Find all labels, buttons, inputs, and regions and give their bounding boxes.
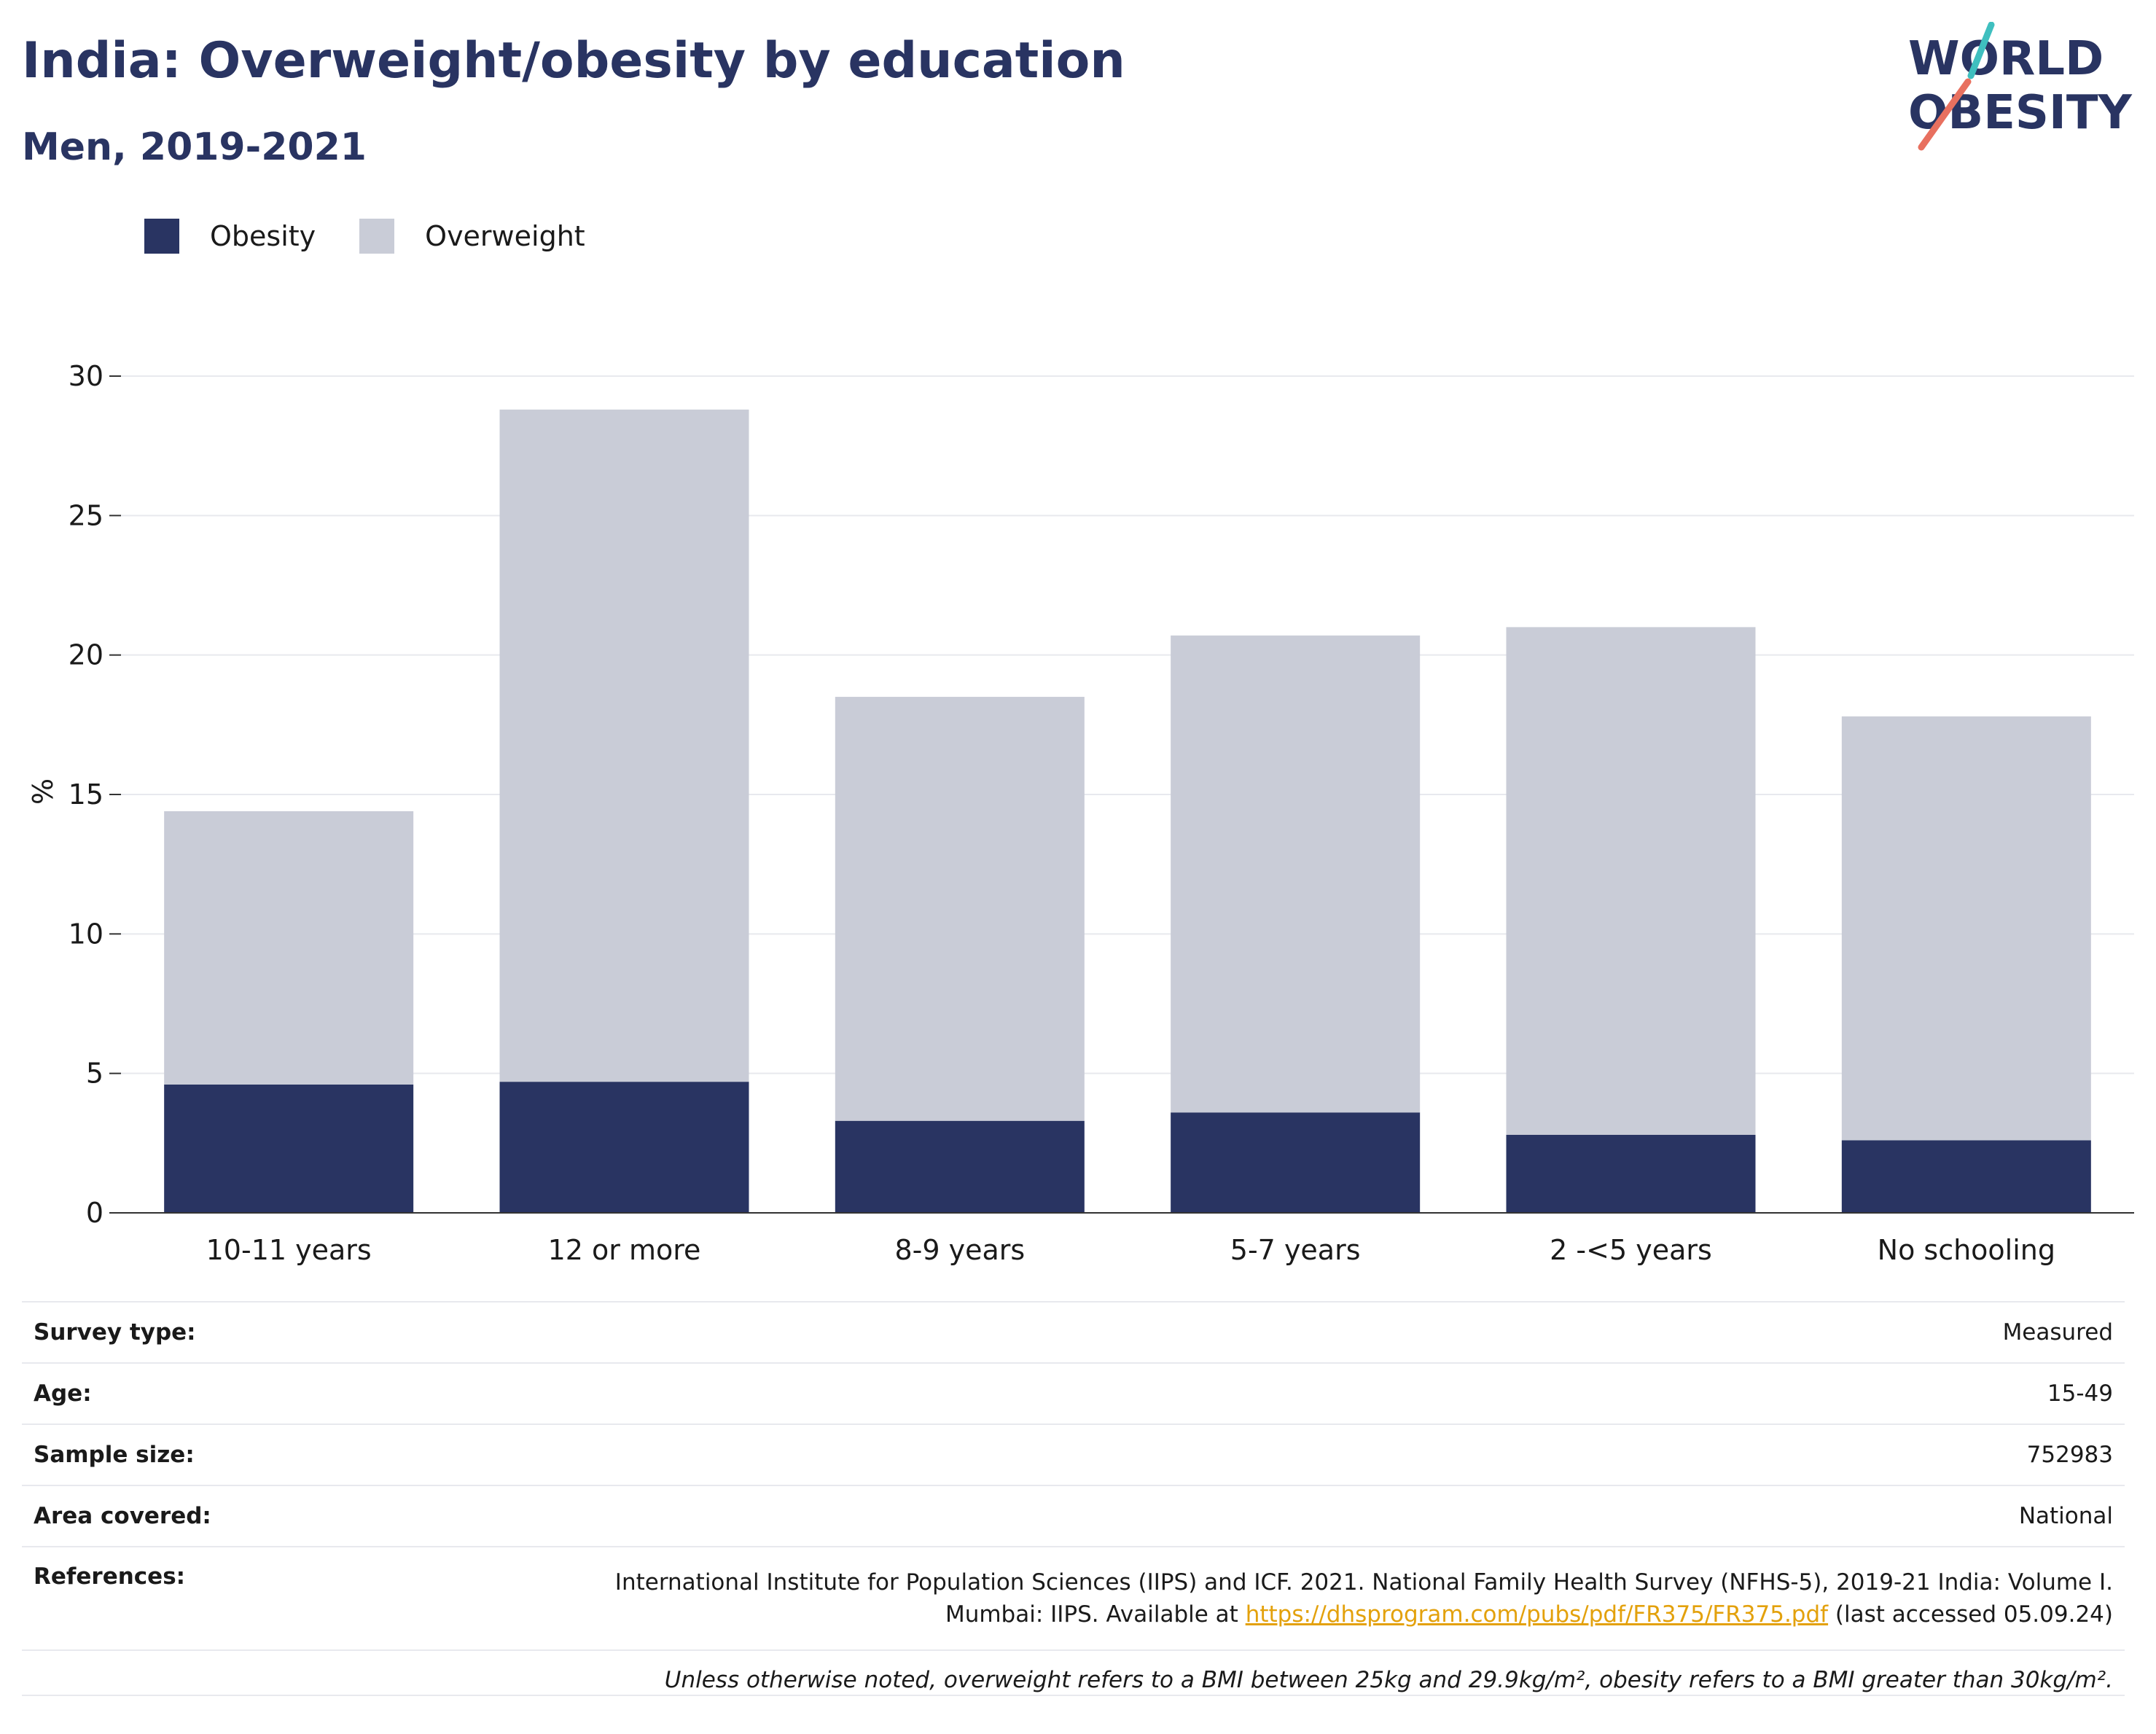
info-row-age: Age: 15-49 — [22, 1363, 2125, 1424]
bar-obesity — [499, 1082, 749, 1213]
y-tick-label: 15 — [69, 778, 103, 811]
stacked-bar-chart: % 0 5 10 15 20 25 30 10-11 years 12 or more 8-9 y… — [27, 360, 2134, 1266]
bar-overweight — [1506, 627, 1756, 1135]
logo-slash-teal — [1967, 22, 1995, 79]
info-table-bottom-rule — [22, 1695, 2125, 1696]
info-value: National — [2018, 1503, 2113, 1529]
info-label: Sample size: — [34, 1442, 195, 1468]
legend-item-overweight[interactable]: Overweight — [359, 219, 585, 254]
survey-info-table: Survey type: Measured Age: 15-49 Sample … — [22, 1301, 2125, 1709]
references-line-1: International Institute for Population S… — [614, 1569, 2113, 1596]
y-tick-label: 5 — [86, 1058, 103, 1090]
logo-slash-coral — [1918, 78, 1972, 151]
info-label: Survey type: — [34, 1319, 196, 1346]
bar-obesity — [1506, 1134, 1756, 1213]
y-tick-label: 0 — [86, 1197, 103, 1229]
references-text: International Institute for Population S… — [337, 1547, 2125, 1650]
y-tick-label: 10 — [69, 918, 103, 950]
info-value: 15-49 — [2047, 1380, 2113, 1407]
bar-obesity — [164, 1084, 414, 1213]
info-row-survey-type: Survey type: Measured — [22, 1302, 2125, 1363]
references-line-2-prefix: Mumbai: IIPS. Available at — [945, 1601, 1246, 1628]
y-tick-label: 20 — [69, 639, 103, 671]
chart-title: India: Overweight/obesity by education — [22, 32, 1125, 90]
x-tick-label: 5-7 years — [1230, 1234, 1361, 1266]
x-tick-label: 8-9 years — [894, 1234, 1025, 1266]
info-label: Area covered: — [34, 1503, 211, 1529]
world-obesity-logo: WORLD OBESITY — [1908, 22, 2132, 151]
chart-subtitle: Men, 2019-2021 — [22, 125, 367, 169]
definition-note: Unless otherwise noted, overweight refer… — [664, 1667, 2113, 1693]
bar-overweight — [1171, 635, 1421, 1113]
x-tick-label: 12 or more — [548, 1234, 701, 1266]
logo-text-world: WORLD — [1908, 32, 2104, 86]
bar-obesity — [1841, 1140, 2091, 1213]
y-tick-label: 30 — [69, 360, 103, 392]
bar-overweight — [164, 811, 414, 1085]
legend-item-obesity[interactable]: Obesity — [144, 219, 316, 254]
x-tick-label: 10-11 years — [206, 1234, 372, 1266]
y-tick-label: 25 — [69, 499, 103, 531]
references-link[interactable]: https://dhsprogram.com/pubs/pdf/FR375/FR… — [1245, 1601, 1829, 1628]
info-row-references: References: International Institute for … — [22, 1547, 2125, 1650]
info-label: References: — [34, 1563, 186, 1590]
legend-swatch-obesity — [144, 219, 179, 254]
x-tick-label: 2 -<5 years — [1550, 1234, 1712, 1266]
legend-label-overweight: Overweight — [425, 220, 585, 252]
bar-overweight — [499, 409, 749, 1082]
references-line-2-suffix: (last accessed 05.09.24) — [1828, 1601, 2113, 1628]
legend-swatch-overweight — [359, 219, 395, 254]
bar-obesity — [1171, 1112, 1421, 1213]
bar-overweight — [1841, 716, 2091, 1141]
bar-obesity — [835, 1120, 1085, 1213]
x-tick-label: No schooling — [1878, 1234, 2055, 1266]
info-row-sample-size: Sample size: 752983 — [22, 1424, 2125, 1485]
legend: Obesity Overweight — [144, 217, 629, 255]
info-value: Measured — [2002, 1319, 2113, 1346]
info-label: Age: — [34, 1380, 92, 1407]
legend-label-obesity: Obesity — [210, 220, 316, 252]
info-value: 752983 — [2026, 1442, 2113, 1468]
info-row-area-covered: Area covered: National — [22, 1485, 2125, 1547]
y-axis-label: % — [27, 778, 59, 805]
info-row-note: Unless otherwise noted, overweight refer… — [22, 1650, 2125, 1709]
bar-overweight — [835, 697, 1085, 1121]
